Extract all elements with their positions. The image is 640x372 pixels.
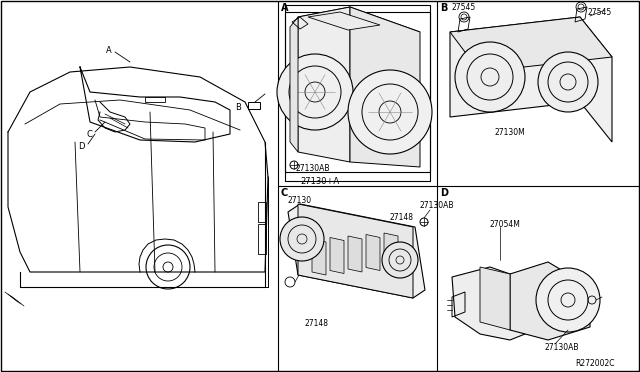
Bar	[285, 12, 430, 172]
Text: 27545: 27545	[588, 7, 612, 16]
Text: B: B	[440, 3, 447, 13]
Circle shape	[277, 54, 353, 130]
Text: 27054M: 27054M	[490, 219, 521, 228]
Circle shape	[538, 52, 598, 112]
Text: D: D	[440, 188, 448, 198]
Text: 27130+A: 27130+A	[300, 176, 339, 186]
Text: 27130: 27130	[288, 196, 312, 205]
Polygon shape	[452, 267, 530, 340]
Bar	[248, 102, 260, 109]
Polygon shape	[350, 7, 420, 167]
Polygon shape	[384, 233, 398, 269]
Polygon shape	[290, 17, 298, 152]
Text: 27130AB: 27130AB	[420, 201, 454, 209]
Polygon shape	[348, 236, 362, 272]
Polygon shape	[298, 7, 420, 42]
Polygon shape	[308, 12, 380, 30]
Polygon shape	[366, 234, 380, 270]
Text: 27545: 27545	[452, 3, 476, 12]
Text: 27130AB: 27130AB	[296, 164, 330, 173]
Text: 27148: 27148	[305, 320, 329, 328]
Polygon shape	[480, 267, 510, 330]
Circle shape	[382, 242, 418, 278]
Bar	[258, 202, 266, 222]
Text: 27130AB: 27130AB	[545, 343, 579, 352]
Polygon shape	[330, 237, 344, 273]
Polygon shape	[510, 262, 590, 340]
Polygon shape	[450, 17, 612, 72]
Text: D: D	[79, 141, 85, 151]
Polygon shape	[298, 7, 350, 162]
Text: 27148: 27148	[390, 212, 414, 221]
Text: B: B	[235, 103, 241, 112]
Bar	[285, 5, 430, 181]
Polygon shape	[288, 204, 425, 298]
Text: C: C	[86, 129, 92, 138]
Circle shape	[536, 268, 600, 332]
Polygon shape	[312, 239, 326, 275]
Text: A: A	[281, 3, 289, 13]
Circle shape	[280, 217, 324, 261]
Bar	[145, 97, 165, 102]
Bar	[258, 224, 266, 254]
Circle shape	[348, 70, 432, 154]
Polygon shape	[298, 204, 413, 298]
Polygon shape	[450, 17, 612, 142]
Circle shape	[455, 42, 525, 112]
Text: R272002C: R272002C	[575, 359, 614, 369]
Text: 27130M: 27130M	[495, 128, 525, 137]
Text: A: A	[106, 45, 112, 55]
Text: C: C	[281, 188, 288, 198]
